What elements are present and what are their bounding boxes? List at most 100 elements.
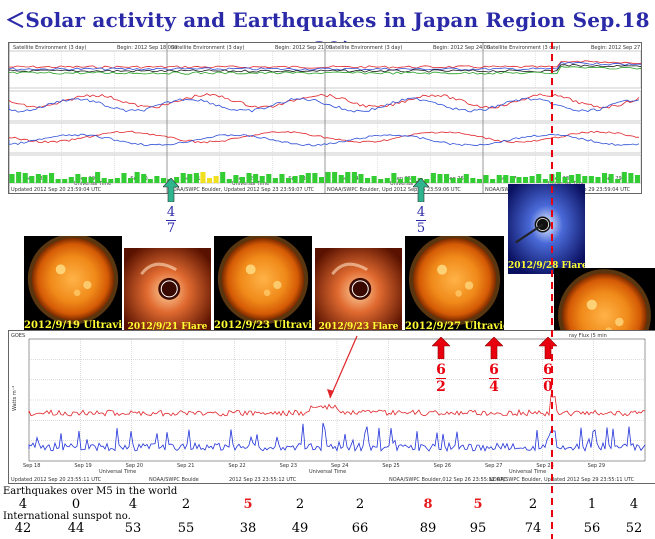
kp-bar — [259, 176, 265, 183]
flux-line — [9, 65, 641, 75]
kp-bar — [108, 179, 114, 183]
kp-bar — [42, 175, 48, 183]
kp-bar — [147, 179, 153, 183]
kp-bar — [16, 172, 22, 183]
xray-footer: 2012 Sep 23 23:55:12 UTC — [229, 477, 297, 483]
kp-bar — [325, 172, 331, 183]
kp-bar — [134, 172, 140, 183]
earthquake-count: 5 — [473, 497, 483, 512]
sunspot-number: 56 — [583, 521, 601, 536]
kp-bar — [411, 176, 417, 183]
xray-footer: Updated 2012 Sep 20 23:55:11 UTC — [11, 477, 102, 483]
kp-bar — [542, 179, 548, 183]
kp-bar — [595, 177, 601, 183]
xray-long-line — [28, 394, 646, 417]
xray-day-label: Sep 28 — [536, 463, 553, 469]
kp-bar — [246, 173, 252, 183]
satellite-environment-panel: Satellite Environment (3 day) Begin: 2012… — [8, 42, 642, 194]
earthquake-count: 5 — [243, 497, 253, 512]
image-tile-coronagraph: 2012/9/21 Flare — [124, 248, 211, 335]
kp-bar — [253, 174, 259, 183]
panel-begin: Begin: 2012 Sep 18 000 — [117, 45, 177, 51]
kp-bar — [569, 175, 575, 183]
kp-bar — [457, 178, 463, 183]
image-caption: 2012/9/19 Ultraviolet — [24, 320, 122, 331]
xray-day-label: Sep 27 — [485, 463, 502, 469]
kp-bar — [444, 174, 450, 183]
kp-bar — [634, 175, 640, 183]
kp-bar — [608, 174, 614, 183]
magnetometer-line — [9, 97, 640, 113]
red-arrow-top-value: 6 — [489, 362, 499, 378]
kp-bar — [226, 179, 232, 183]
sunspot-number: 55 — [177, 521, 195, 536]
kp-bar — [378, 179, 384, 183]
kp-bar — [81, 177, 87, 183]
kp-bar — [239, 177, 245, 183]
xray-day-label: Sep 25 — [382, 463, 399, 469]
xray-day-label: Sep 20 — [126, 463, 143, 469]
sunspots-label: International sunspot no. — [3, 511, 131, 522]
kp-bar — [365, 178, 371, 183]
sun-disk-image — [408, 236, 501, 326]
green-arrow-top-value: 4 — [416, 205, 426, 220]
kp-bar — [391, 173, 397, 183]
panel-begin: Begin: 2012 Sep 24 00 — [433, 45, 490, 51]
fraction-bar — [489, 378, 499, 379]
panel-time-label: Universal Time — [390, 181, 427, 187]
kp-bar — [397, 179, 403, 183]
kp-bar — [615, 179, 621, 183]
fraction-bar — [416, 220, 426, 221]
fraction-bar — [436, 378, 446, 379]
xray-header-left: GOES — [11, 333, 25, 339]
kp-bar — [345, 172, 351, 183]
field-line — [9, 133, 640, 147]
kp-bar — [358, 174, 364, 183]
flux-line — [9, 61, 641, 71]
kp-bar — [582, 176, 588, 183]
earthquake-count: 2 — [295, 497, 305, 512]
sunspot-number: 42 — [14, 521, 32, 536]
panel-footer: Updated 2012 Sep 20 23:59:04 UTC — [11, 187, 102, 193]
kp-bar — [437, 174, 443, 183]
xray-day-label: Sep 22 — [228, 463, 245, 469]
kp-bar — [62, 179, 68, 183]
kp-bar — [35, 174, 41, 183]
earthquake-count: 1 — [587, 497, 597, 512]
fraction-bar — [543, 378, 553, 379]
kp-bar — [154, 176, 160, 183]
earthquakes-label: Earthquakes over M5 in the world — [3, 486, 178, 497]
panel-header: Satellite Environment (3 day) — [329, 45, 403, 51]
kp-bar — [272, 178, 278, 183]
kp-bar — [628, 173, 634, 183]
xray-day-label: Sep 23 — [280, 463, 297, 469]
kp-bar — [503, 175, 509, 183]
image-caption: 2012/9/23 Ultraviolet — [214, 320, 312, 331]
panel-footer: NOAA/SWPC Boulder, Updated 2012 Sep 23 2… — [169, 187, 315, 193]
green-arrow-top-value: 4 — [166, 205, 176, 220]
sunspot-number: 95 — [469, 521, 487, 536]
kp-bar — [575, 174, 581, 183]
panel-header: Satellite Environment (3 day) — [487, 45, 561, 51]
sunspot-number: 74 — [524, 521, 542, 536]
xray-day-label: Sep 21 — [177, 463, 194, 469]
kp-bar — [141, 174, 147, 183]
panel-begin: Begin: 2012 Sep 21 00 — [275, 45, 332, 51]
xray-time-label: Universal Time — [509, 469, 546, 475]
sunspot-number: 66 — [351, 521, 369, 536]
kp-bar — [75, 174, 81, 183]
kp-bar — [286, 178, 292, 183]
red-arrow-top-value: 6 — [543, 362, 553, 378]
image-caption: 2012/9/21 Flare — [127, 322, 208, 332]
kp-bar — [220, 172, 226, 183]
xray-day-label: Sep 29 — [588, 463, 605, 469]
magnetometer-line — [9, 93, 640, 109]
kp-bar — [404, 177, 410, 183]
red-arrow-top-value: 6 — [436, 362, 446, 378]
xray-footer: NOAA/SWPC Boulder, Updated 2012 Sep 29 2… — [489, 477, 635, 483]
kp-bar — [496, 175, 502, 183]
green-arrow-bottom-value: 5 — [416, 221, 426, 236]
xray-day-label: Sep 19 — [74, 463, 91, 469]
